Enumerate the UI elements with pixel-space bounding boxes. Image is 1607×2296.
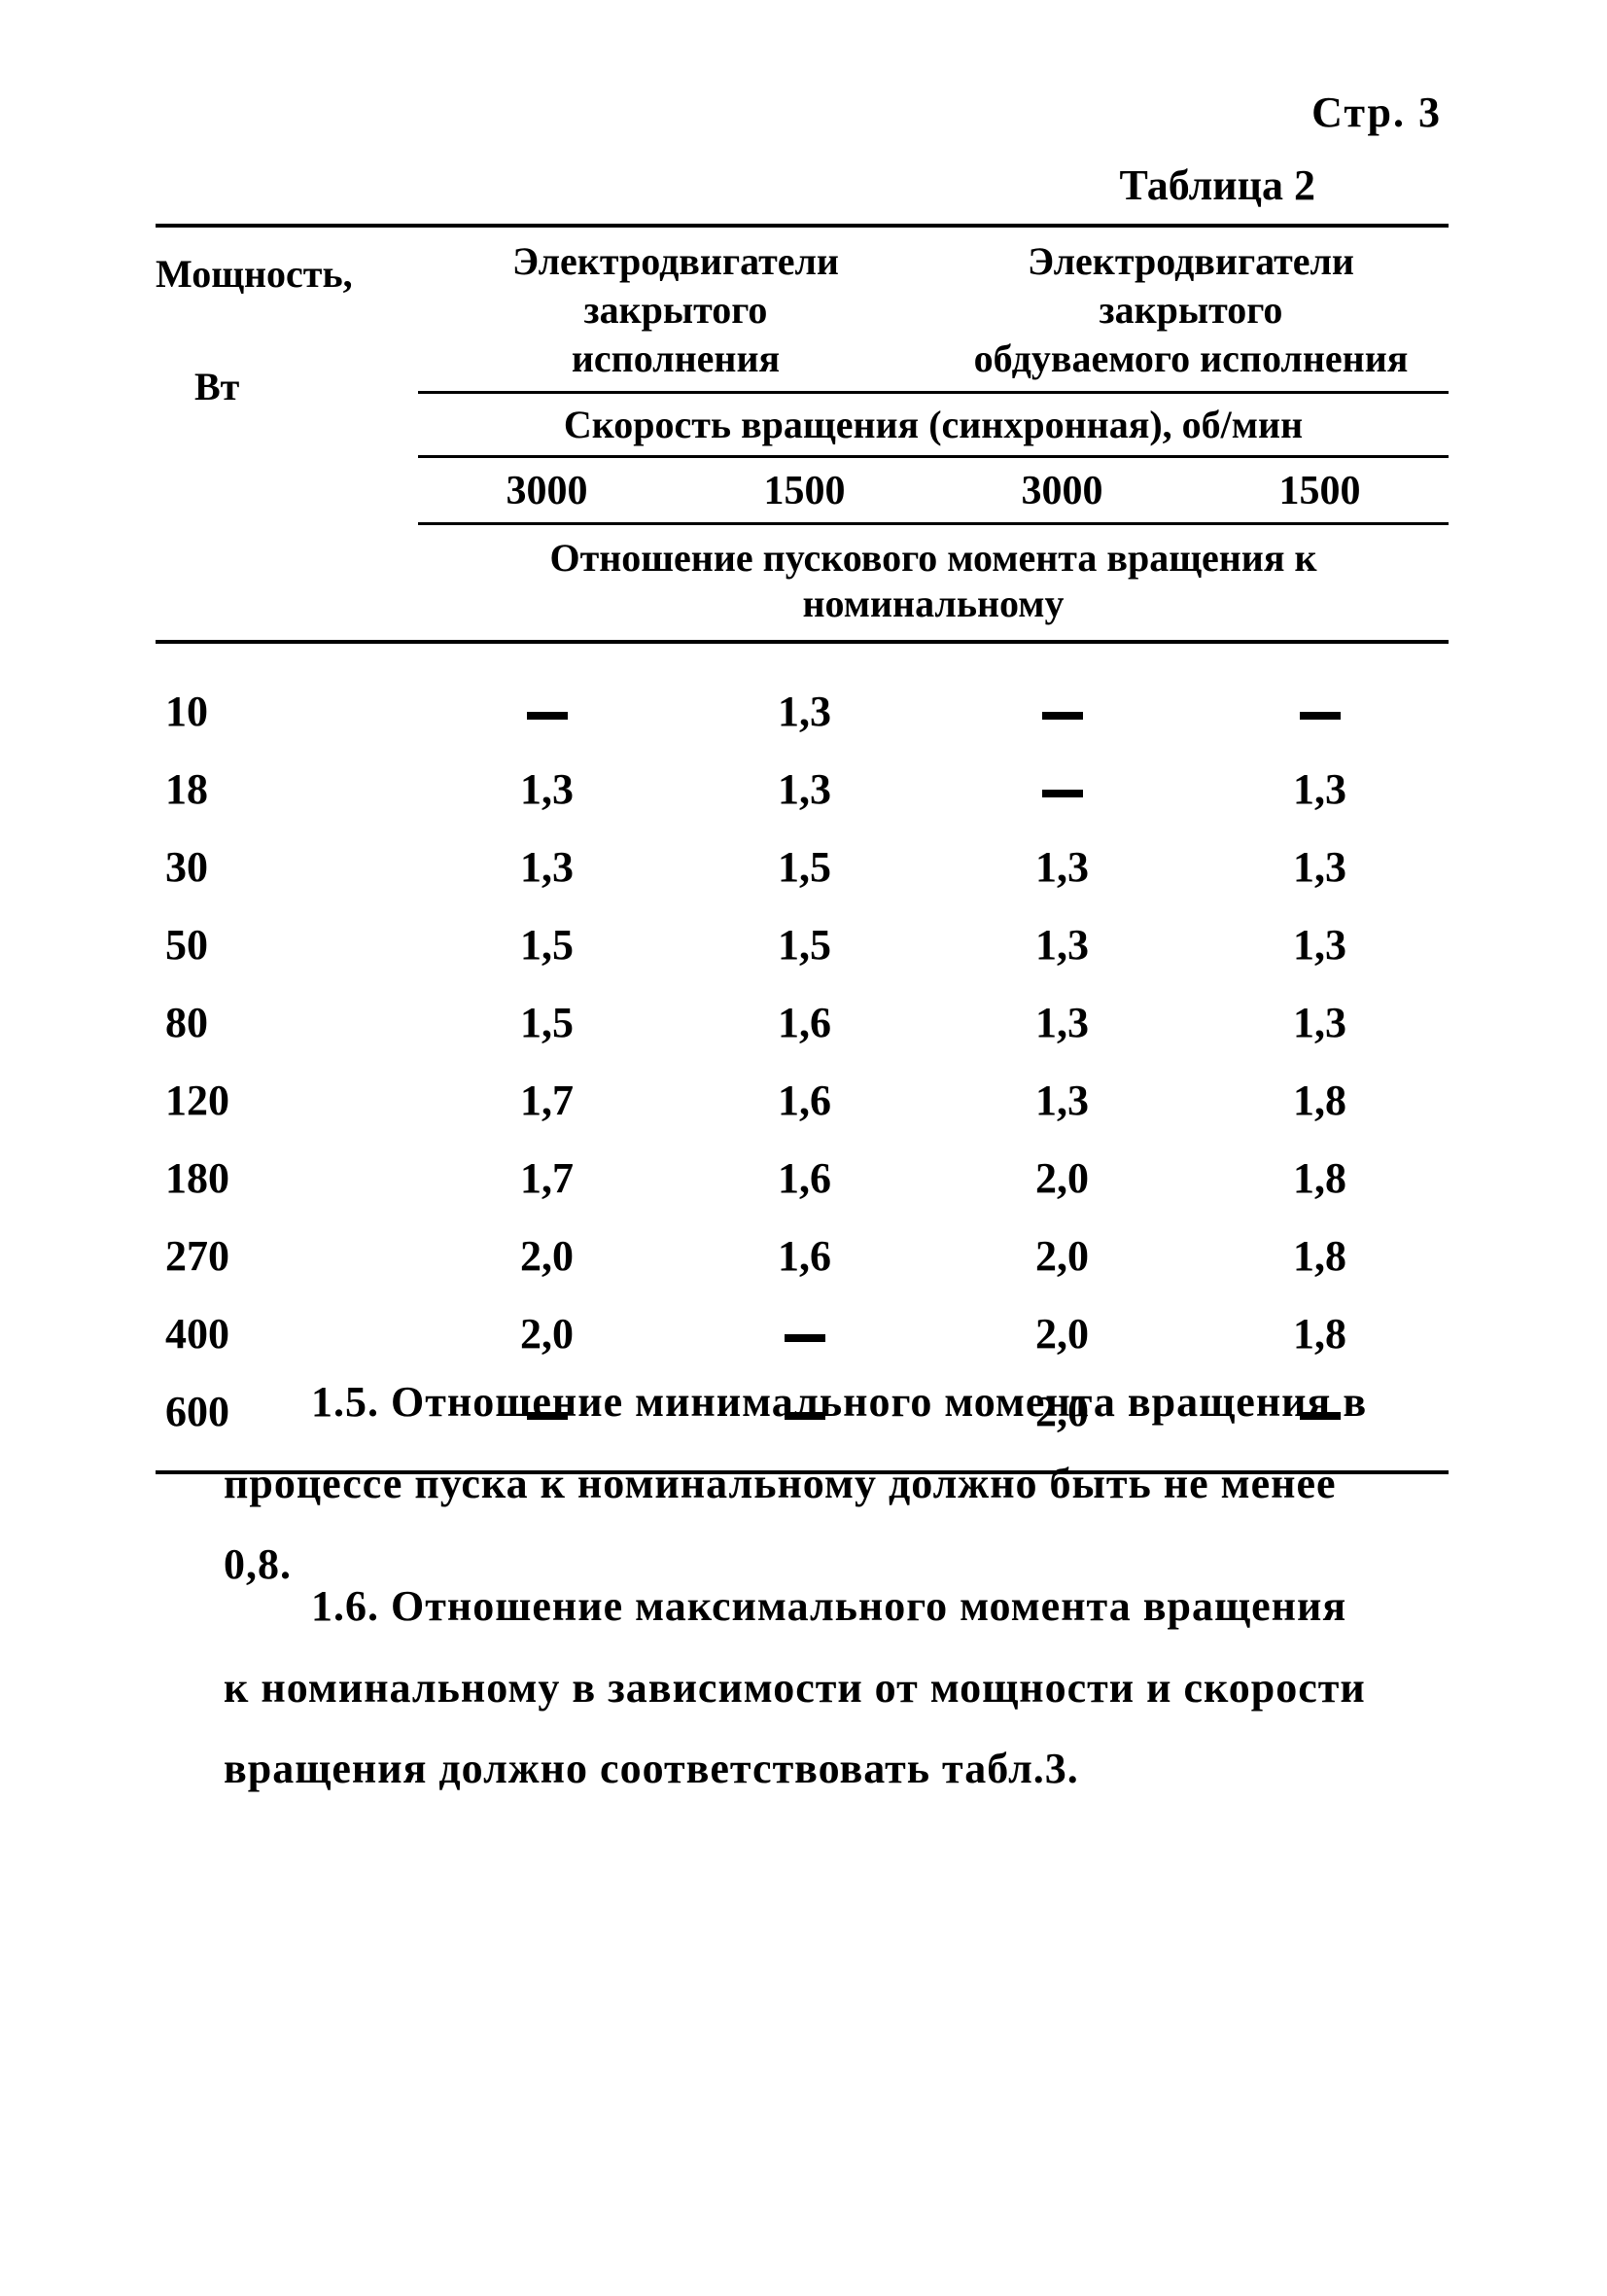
cell-value: 1,3	[676, 768, 933, 811]
rpm-3: 1500	[1191, 468, 1449, 514]
table-row: 181,31,31,3	[156, 751, 1449, 829]
cell-value	[418, 690, 676, 733]
cell-value	[1191, 690, 1449, 733]
cell-power: 50	[156, 924, 418, 967]
cell-value: 1,6	[676, 1002, 933, 1044]
cell-value: 1,3	[418, 768, 676, 811]
cell-power: 270	[156, 1235, 418, 1278]
cell-value: 1,6	[676, 1157, 933, 1200]
header-power: Мощность, Вт	[156, 228, 418, 640]
cell-power: 180	[156, 1157, 418, 1200]
cell-value: 2,0	[418, 1235, 676, 1278]
cell-value: 1,8	[1191, 1235, 1449, 1278]
cell-value: 1,5	[676, 924, 933, 967]
cell-power: 10	[156, 690, 418, 733]
header-motor-types: Электродвигатели закрытого исполнения Эл…	[418, 228, 1449, 391]
text: исполнения	[572, 336, 780, 380]
table-2: Мощность, Вт Электродвигатели закрытого …	[156, 224, 1449, 1474]
cell-power: 30	[156, 846, 418, 889]
cell-value: 1,5	[676, 846, 933, 889]
dash-icon	[527, 712, 568, 720]
table-row: 301,31,51,31,3	[156, 829, 1449, 906]
header-power-line2: Вт	[156, 360, 418, 414]
table-row: 101,3	[156, 673, 1449, 751]
table-body: 101,3181,31,31,3301,31,51,31,3501,51,51,…	[156, 644, 1449, 1451]
header-motor-closed: Электродвигатели закрытого исполнения	[418, 237, 933, 383]
dash-icon	[1042, 712, 1083, 720]
table-row: 801,51,61,31,3	[156, 984, 1449, 1062]
cell-value: 1,3	[933, 1002, 1191, 1044]
cell-power: 18	[156, 768, 418, 811]
header-rpm-row: 3000 1500 3000 1500	[418, 458, 1449, 522]
table-row: 1801,71,62,01,8	[156, 1140, 1449, 1218]
cell-value: 1,8	[1191, 1157, 1449, 1200]
cell-value	[676, 1313, 933, 1356]
table-caption: Таблица 2	[1119, 160, 1315, 210]
cell-value: 1,3	[676, 690, 933, 733]
cell-value: 2,0	[933, 1313, 1191, 1356]
cell-power: 80	[156, 1002, 418, 1044]
table-row: 1201,71,61,31,8	[156, 1062, 1449, 1140]
cell-value: 2,0	[933, 1157, 1191, 1200]
dash-icon	[1042, 790, 1083, 797]
cell-value: 1,3	[1191, 1002, 1449, 1044]
rpm-1: 1500	[676, 468, 933, 514]
cell-value: 1,3	[933, 846, 1191, 889]
table-row: 501,51,51,31,3	[156, 906, 1449, 984]
table-row: 2702,01,62,01,8	[156, 1218, 1449, 1295]
cell-value: 1,3	[1191, 768, 1449, 811]
rpm-0: 3000	[418, 468, 676, 514]
cell-value: 1,3	[933, 1079, 1191, 1122]
cell-value: 1,3	[1191, 846, 1449, 889]
header-motor-closed-blown: Электродвигатели закрытого обдуваемого и…	[933, 237, 1449, 383]
cell-value	[933, 690, 1191, 733]
cell-value: 1,3	[933, 924, 1191, 967]
text: Электродвигатели закрытого	[1028, 239, 1354, 332]
cell-value: 1,5	[418, 924, 676, 967]
cell-value: 1,8	[1191, 1079, 1449, 1122]
cell-value: 1,8	[1191, 1313, 1449, 1356]
cell-value	[933, 768, 1191, 811]
cell-value: 2,0	[933, 1235, 1191, 1278]
cell-value: 1,3	[1191, 924, 1449, 967]
dash-icon	[785, 1334, 825, 1342]
cell-value: 1,3	[418, 846, 676, 889]
cell-power: 400	[156, 1313, 418, 1356]
page-number: Стр. 3	[1311, 88, 1442, 137]
cell-value: 1,5	[418, 1002, 676, 1044]
cell-value: 1,7	[418, 1079, 676, 1122]
page: Стр. 3 Таблица 2 Мощность, Вт Электродви…	[0, 0, 1607, 2296]
text: Электродвигатели закрытого	[512, 239, 839, 332]
rpm-2: 3000	[933, 468, 1191, 514]
cell-value: 1,7	[418, 1157, 676, 1200]
cell-value: 1,6	[676, 1235, 933, 1278]
paragraph-1-6: 1.6. Отношение максимального момента вра…	[224, 1566, 1371, 1810]
header-speed: Скорость вращения (синхронная), об/мин	[418, 394, 1449, 455]
text: обдуваемого исполнения	[974, 336, 1409, 380]
cell-power: 120	[156, 1079, 418, 1122]
cell-value: 2,0	[418, 1313, 676, 1356]
header-power-line1: Мощность,	[156, 247, 418, 301]
cell-value: 1,6	[676, 1079, 933, 1122]
table-header: Мощность, Вт Электродвигатели закрытого …	[156, 228, 1449, 640]
header-ratio: Отношение пускового момента вращения к н…	[418, 525, 1449, 640]
dash-icon	[1300, 712, 1341, 720]
header-right: Электродвигатели закрытого исполнения Эл…	[418, 228, 1449, 640]
